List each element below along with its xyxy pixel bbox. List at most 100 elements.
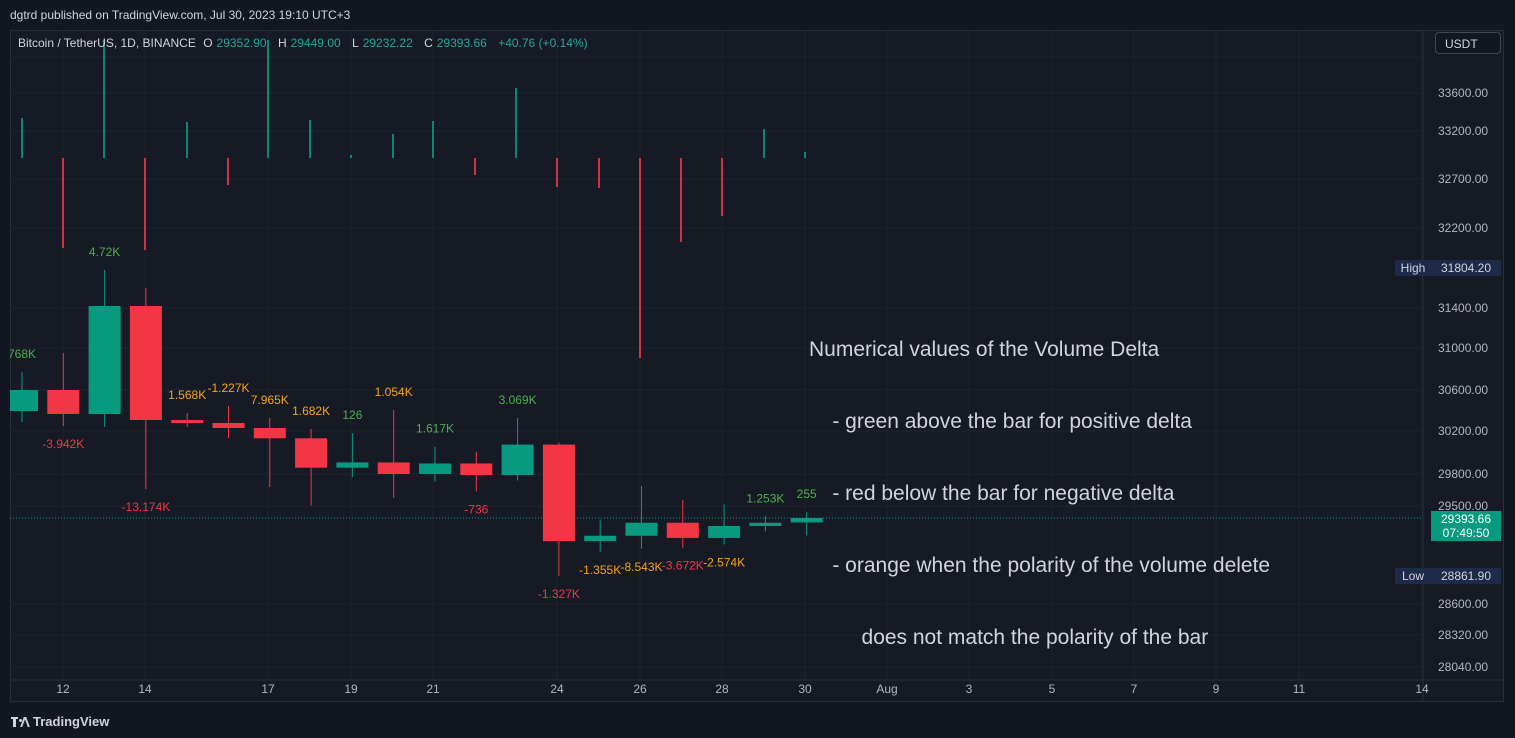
top-bar: dgtrd published on TradingView.com, Jul … xyxy=(0,0,1515,30)
currency-button[interactable]: USDT xyxy=(1435,32,1501,54)
last-price-badge: 29393.66 07:49:50 xyxy=(1431,511,1501,541)
time-axis-label: 14 xyxy=(138,682,152,696)
price-axis-label: 33600.00 xyxy=(1438,86,1489,100)
volume-delta-bar xyxy=(598,158,600,188)
high-label: H xyxy=(277,36,287,50)
volume-delta-bar xyxy=(103,40,105,158)
price-axis-label: 28320.00 xyxy=(1438,628,1489,642)
chart-frame[interactable] xyxy=(10,30,1504,702)
candle-body[interactable] xyxy=(666,522,699,538)
last-price: 29393.66 xyxy=(1440,512,1492,526)
candle-body[interactable] xyxy=(708,526,741,538)
volume-delta-bar xyxy=(432,121,434,158)
tradingview-logo[interactable]: TradingView xyxy=(11,714,109,729)
high-tag: High xyxy=(1395,260,1431,276)
time-axis-label: 11 xyxy=(1292,682,1306,696)
candle-body[interactable] xyxy=(625,522,658,536)
annotation-line: - orange when the polarity of the volume… xyxy=(809,554,1271,577)
volume-delta-bar xyxy=(680,158,682,242)
annotation-line: - red below the bar for negative delta xyxy=(809,482,1175,505)
time-axis-label: 19 xyxy=(344,682,358,696)
low-tag: Low xyxy=(1395,568,1431,584)
price-axis-label: 29800.00 xyxy=(1438,467,1489,481)
candle-body[interactable] xyxy=(336,462,369,468)
candle-body[interactable] xyxy=(501,444,534,476)
open-label: O xyxy=(203,36,213,50)
volume-delta-label: -3.672K xyxy=(662,559,704,573)
volume-delta-bar xyxy=(763,129,765,158)
time-axis-label: Aug xyxy=(876,682,898,696)
volume-delta-label: -3.942K xyxy=(42,437,84,451)
volume-delta-bar xyxy=(21,118,23,158)
symbol-name[interactable]: Bitcoin / TetherUS, 1D, BINANCE xyxy=(18,36,196,50)
candle-body[interactable] xyxy=(129,306,162,420)
time-axis-label: 5 xyxy=(1048,682,1056,696)
time-axis-label: 21 xyxy=(426,682,440,696)
annotation-line: Numerical values of the Volume Delta xyxy=(809,338,1160,361)
volume-delta-label: -1.227K xyxy=(207,381,249,395)
chart-canvas[interactable]: 768K -3.942K 4.72K -13.174K 1.568K -1.227K7.9… xyxy=(10,30,1504,702)
low-price: 28861.90 xyxy=(1431,568,1501,584)
volume-delta-bar xyxy=(639,158,641,358)
candle-body[interactable] xyxy=(749,522,782,526)
time-axis-label: 17 xyxy=(261,682,275,696)
price-axis-label: 33200.00 xyxy=(1438,124,1489,138)
candle-body[interactable] xyxy=(377,462,410,474)
close-label: C xyxy=(424,36,433,50)
volume-delta-label: 768K xyxy=(10,347,36,361)
volume-delta-bar xyxy=(227,158,229,185)
volume-delta-bar xyxy=(474,158,476,175)
time-axis-label: 24 xyxy=(550,682,564,696)
volume-delta-label: -2.574K xyxy=(703,555,745,569)
price-axis-label: 30200.00 xyxy=(1438,424,1489,438)
candle-body[interactable] xyxy=(10,390,38,411)
volume-delta-bar xyxy=(350,155,352,158)
published-info: dgtrd published on TradingView.com, Jul … xyxy=(10,8,351,22)
tradingview-icon xyxy=(11,717,30,727)
low-label: L xyxy=(352,36,359,50)
time-axis-label: 3 xyxy=(965,682,973,696)
high-value: 29449.00 xyxy=(290,36,341,50)
volume-delta-label: -1.327K xyxy=(538,587,580,601)
footer xyxy=(0,706,1515,738)
volume-delta-bar xyxy=(144,158,146,250)
low-value: 29232.22 xyxy=(362,36,413,50)
volume-delta-label: -8.543K xyxy=(620,560,662,574)
candle-body[interactable] xyxy=(47,390,80,414)
change-value: +40.76 (+0.14%) xyxy=(498,36,588,50)
price-axis-label: 31000.00 xyxy=(1438,341,1489,355)
candle-body[interactable] xyxy=(212,423,245,428)
candle-body[interactable] xyxy=(253,428,286,439)
time-axis-label: 12 xyxy=(56,682,70,696)
high-price: 31804.20 xyxy=(1431,260,1501,276)
price-axis-label: 28600.00 xyxy=(1438,597,1489,611)
candle-body[interactable] xyxy=(88,306,121,414)
volume-delta-bar xyxy=(804,152,806,158)
price-axis-label: 30600.00 xyxy=(1438,383,1489,397)
candle-body[interactable] xyxy=(295,438,328,468)
volume-delta-label: -1.355K xyxy=(579,563,621,577)
volume-delta-bar xyxy=(392,134,394,158)
candle-body[interactable] xyxy=(542,444,575,542)
volume-delta-label: 4.72K xyxy=(89,245,120,259)
annotation-text: Numerical values of the Volume Delta - g… xyxy=(809,290,1270,674)
candle-body[interactable] xyxy=(460,463,493,476)
volume-delta-bar xyxy=(186,122,188,158)
candle-body[interactable] xyxy=(171,420,204,423)
volume-delta-label: 126 xyxy=(342,408,362,422)
volume-delta-bar xyxy=(309,120,311,158)
close-value: 29393.66 xyxy=(436,36,487,50)
volume-delta-label: 1.682K xyxy=(292,404,330,418)
volume-delta-label: -13.174K xyxy=(122,500,171,514)
price-axis-label: 32700.00 xyxy=(1438,172,1489,186)
volume-delta-label: -736 xyxy=(464,502,488,516)
time-axis-label: 14 xyxy=(1415,682,1429,696)
candle-body[interactable] xyxy=(584,535,617,542)
time-axis-label: 26 xyxy=(633,682,647,696)
annotation-line: does not match the polarity of the bar xyxy=(809,626,1209,649)
candle-body[interactable] xyxy=(419,463,451,475)
volume-delta-bar xyxy=(267,40,269,158)
price-axis-label: 29500.00 xyxy=(1438,499,1489,513)
candle-body[interactable] xyxy=(790,518,823,523)
time-axis-label: 28 xyxy=(715,682,729,696)
